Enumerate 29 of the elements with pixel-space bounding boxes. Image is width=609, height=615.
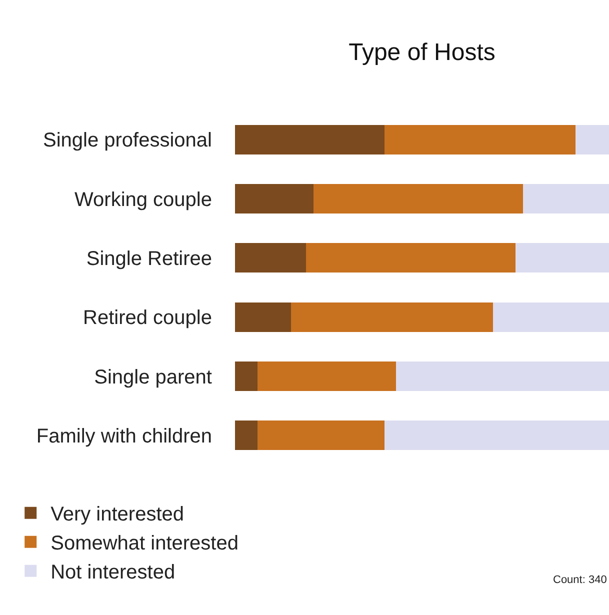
bar	[235, 184, 314, 214]
legend-label: Somewhat interested	[50, 532, 238, 555]
bar	[314, 184, 523, 214]
bar	[235, 420, 258, 450]
y-tick-label: Working couple	[74, 188, 212, 211]
bar	[291, 302, 494, 332]
bar	[396, 361, 609, 392]
y-tick-label: Family with children	[36, 425, 212, 448]
y-tick-label: Single Retiree	[86, 248, 212, 270]
y-tick-label: Single professional	[43, 130, 212, 152]
bar	[575, 124, 609, 154]
y-tick-label: Single parent	[94, 366, 212, 388]
bar	[257, 420, 385, 450]
bar	[384, 124, 576, 154]
bar	[516, 243, 609, 273]
legend-label: Not interested	[50, 562, 176, 584]
bar	[235, 302, 292, 332]
text: Count: 340	[553, 574, 607, 586]
bar	[235, 361, 258, 392]
bar	[384, 420, 609, 450]
bar	[235, 124, 385, 154]
bar	[306, 243, 516, 273]
legend-label: Very interested	[50, 504, 184, 526]
bar	[235, 243, 306, 273]
chart-title: Type of Hosts	[348, 38, 496, 66]
bar	[493, 302, 609, 332]
bar	[257, 361, 396, 392]
y-tick-label: Retired couple	[83, 307, 212, 330]
bar	[522, 184, 609, 214]
